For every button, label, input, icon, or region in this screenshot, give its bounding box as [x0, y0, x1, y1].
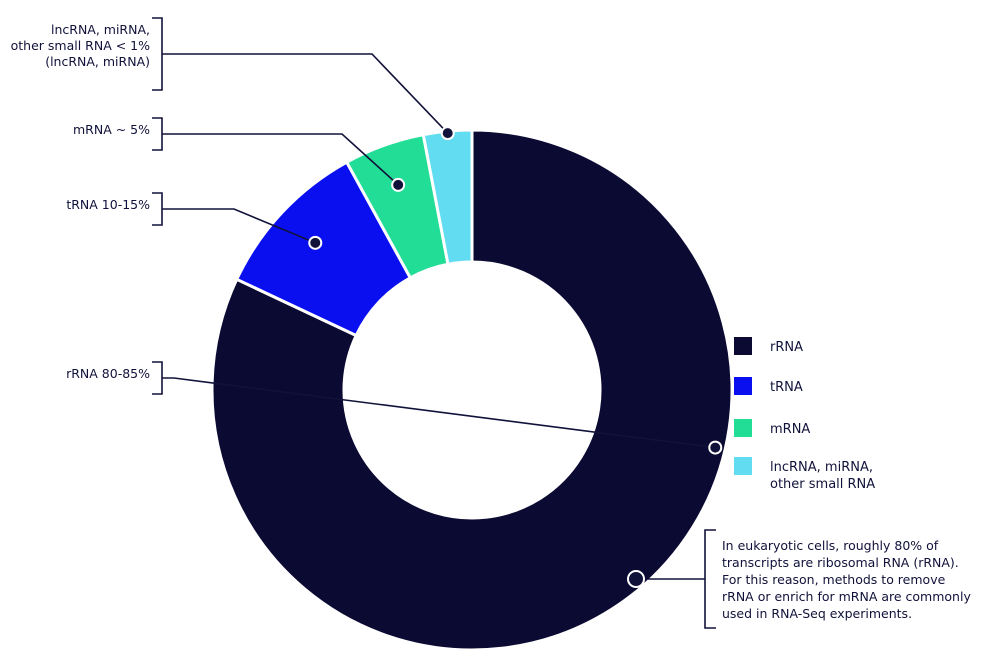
- legend-label: other small RNA: [770, 477, 875, 492]
- legend-entry: rRNA: [734, 337, 803, 355]
- callout-label: (lncRNA, miRNA): [45, 54, 150, 69]
- callout-label: tRNA 10-15%: [66, 197, 150, 212]
- legend-entry: tRNA: [734, 377, 803, 395]
- legend-swatch: [734, 457, 752, 475]
- annotation-text: For this reason, methods to remove: [722, 572, 946, 587]
- annotation-marker: [627, 570, 645, 588]
- callout-leader: [152, 17, 455, 141]
- slice-rrna: [210, 128, 734, 652]
- legend: rRNA tRNA mRNA lncRNA, miRNA, other small RN…: [734, 337, 875, 492]
- callout-leaders: [152, 17, 723, 455]
- annotation-text: used in RNA-Seq experiments.: [722, 606, 912, 621]
- legend-swatch: [734, 419, 752, 437]
- legend-entry: lncRNA, miRNA, other small RNA: [734, 457, 875, 492]
- donut-slices: [210, 128, 734, 652]
- annotation-text: rRNA or enrich for mRNA are commonly: [722, 589, 971, 604]
- legend-label: mRNA: [770, 422, 810, 437]
- callout-label: other small RNA < 1%: [11, 38, 151, 53]
- legend-swatch: [734, 377, 752, 395]
- legend-label: lncRNA, miRNA,: [770, 460, 873, 475]
- callout-leader: [152, 117, 406, 192]
- annotation-text: In eukaryotic cells, roughly 80% of: [722, 538, 939, 553]
- callout-label: rRNA 80-85%: [66, 366, 150, 381]
- callout-label: mRNA ~ 5%: [73, 122, 150, 137]
- legend-swatch: [734, 337, 752, 355]
- legend-label: rRNA: [770, 340, 803, 355]
- callout-leader: [152, 361, 723, 455]
- callout-labels: lncRNA, miRNA,other small RNA < 1%(lncRN…: [11, 22, 151, 381]
- annotation: In eukaryotic cells, roughly 80% of trans…: [627, 529, 971, 629]
- annotation-text: transcripts are ribosomal RNA (rRNA).: [722, 555, 959, 570]
- callout-label: lncRNA, miRNA,: [51, 22, 150, 37]
- slice-lncrna: [421, 128, 474, 267]
- legend-label: tRNA: [770, 380, 803, 395]
- legend-entry: mRNA: [734, 419, 810, 437]
- callout-leader: [152, 192, 323, 250]
